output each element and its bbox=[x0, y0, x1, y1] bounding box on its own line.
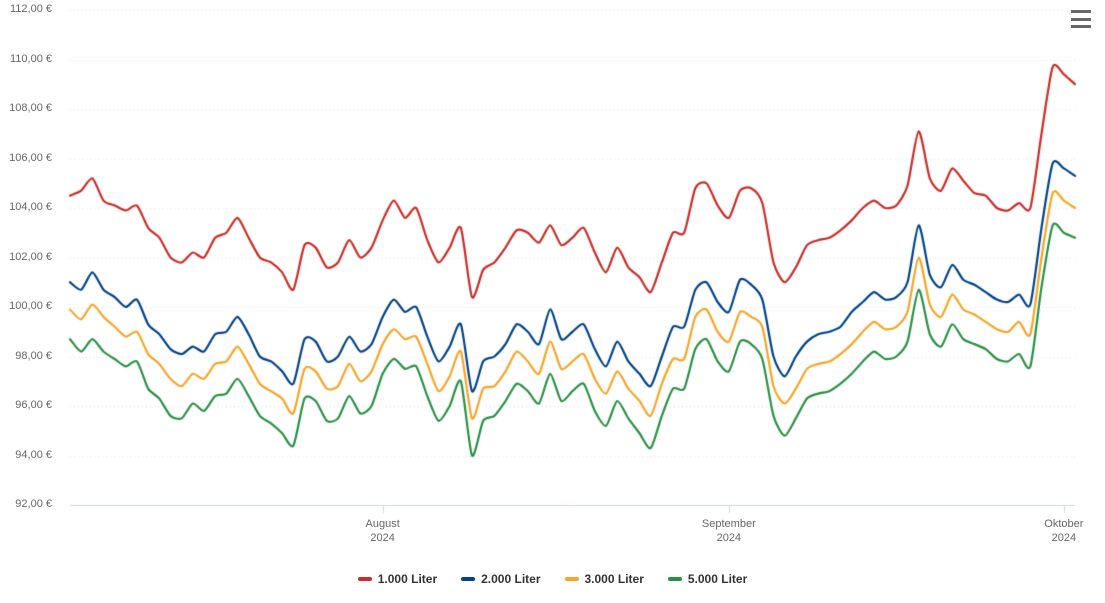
chart-legend: 1.000 Liter 2.000 Liter 3.000 Liter 5.000 L… bbox=[0, 570, 1105, 586]
x-axis-tick-label: September 2024 bbox=[702, 517, 756, 546]
chart-menu-icon[interactable] bbox=[1069, 8, 1093, 30]
x-axis-tick-label: August 2024 bbox=[366, 517, 400, 546]
line-chart-canvas bbox=[0, 0, 1105, 603]
legend-swatch bbox=[565, 577, 579, 581]
legend-item[interactable]: 2.000 Liter bbox=[461, 572, 540, 586]
y-axis-tick-label: 100,00 € bbox=[0, 300, 52, 312]
x-axis-tick-label: Oktober 2024 bbox=[1044, 517, 1083, 546]
legend-item[interactable]: 1.000 Liter bbox=[358, 572, 437, 586]
legend-item[interactable]: 3.000 Liter bbox=[565, 572, 644, 586]
legend-swatch bbox=[668, 577, 682, 581]
y-axis-tick-label: 94,00 € bbox=[0, 449, 52, 461]
y-axis-tick-label: 98,00 € bbox=[0, 350, 52, 362]
y-axis-tick-label: 106,00 € bbox=[0, 152, 52, 164]
y-axis-tick-label: 104,00 € bbox=[0, 201, 52, 213]
y-axis-tick-label: 102,00 € bbox=[0, 251, 52, 263]
chart-container: 92,00 € 94,00 € 96,00 € 98,00 € 100,00 € 102,… bbox=[0, 0, 1105, 603]
y-axis-tick-label: 92,00 € bbox=[0, 498, 52, 510]
legend-label: 1.000 Liter bbox=[378, 572, 437, 586]
legend-item[interactable]: 5.000 Liter bbox=[668, 572, 747, 586]
y-axis-tick-label: 108,00 € bbox=[0, 102, 52, 114]
legend-label: 2.000 Liter bbox=[481, 572, 540, 586]
legend-label: 3.000 Liter bbox=[585, 572, 644, 586]
y-axis-tick-label: 110,00 € bbox=[0, 53, 52, 65]
y-axis-tick-label: 96,00 € bbox=[0, 399, 52, 411]
legend-swatch bbox=[461, 577, 475, 581]
y-axis-tick-label: 112,00 € bbox=[0, 3, 52, 15]
legend-swatch bbox=[358, 577, 372, 581]
legend-label: 5.000 Liter bbox=[688, 572, 747, 586]
